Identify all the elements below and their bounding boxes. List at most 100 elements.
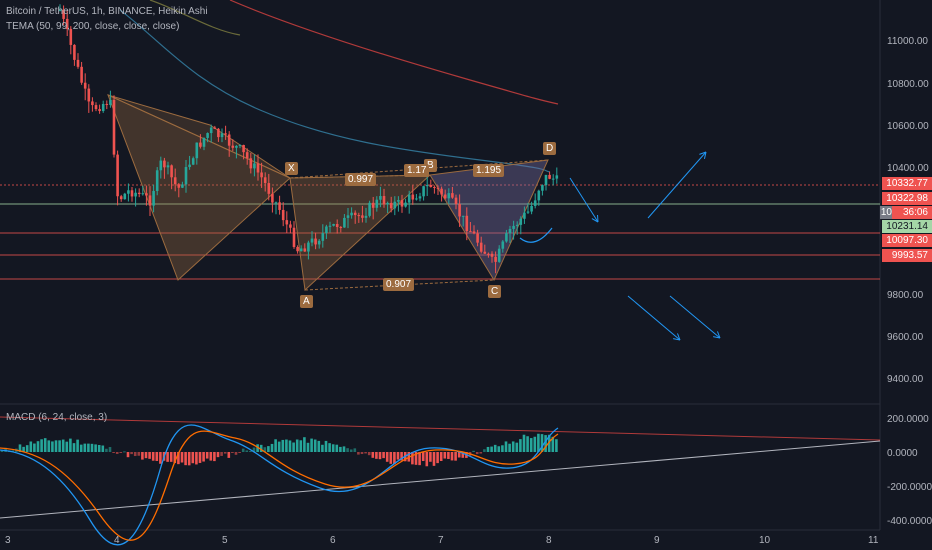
price-tick: 9600.00 xyxy=(887,332,924,343)
macd-histogram-bar xyxy=(385,452,389,462)
candle-body xyxy=(177,184,181,188)
pattern-point-c: C xyxy=(488,285,502,298)
macd-histogram-bar xyxy=(450,452,454,461)
macd-histogram-bar xyxy=(292,442,295,452)
candle-body xyxy=(328,225,332,227)
candle-body xyxy=(271,193,274,203)
candle-body xyxy=(332,224,335,226)
macd-histogram-bar xyxy=(317,440,321,452)
macd-histogram-bar xyxy=(169,452,173,462)
candle-body xyxy=(116,154,119,197)
macd-histogram-bar xyxy=(119,452,123,454)
macd-histogram-bar xyxy=(411,452,414,465)
candle-body xyxy=(224,133,227,135)
candle-body xyxy=(91,101,94,106)
macd-histogram-bar xyxy=(439,452,443,461)
candle-body xyxy=(422,186,425,197)
macd-histogram-bar xyxy=(421,452,425,461)
tema-99-line xyxy=(119,9,551,173)
macd-histogram-bar xyxy=(252,447,256,452)
candle-body xyxy=(166,165,170,168)
candle-body xyxy=(382,196,386,205)
macd-histogram-bar xyxy=(537,433,540,452)
candle-body xyxy=(170,165,173,178)
tema-indicator-label: TEMA (50, 99, 200, close, close, close) xyxy=(6,21,180,32)
macd-histogram-bar xyxy=(486,446,490,452)
candle-body xyxy=(159,160,163,171)
candle-body xyxy=(173,177,177,185)
candle-body xyxy=(137,192,141,195)
macd-histogram-bar xyxy=(191,452,195,464)
pattern-point-d: D xyxy=(543,142,557,155)
candle-body xyxy=(148,195,152,206)
ratio-bc: 1.195 xyxy=(473,164,505,177)
macd-histogram-bar xyxy=(126,452,130,458)
candle-body xyxy=(199,142,202,147)
candle-body xyxy=(530,205,533,212)
macd-histogram-bar xyxy=(331,444,335,452)
macd-histogram-bar xyxy=(544,435,547,452)
candle-body xyxy=(112,99,116,155)
macd-histogram-bar xyxy=(511,441,515,452)
candle-body xyxy=(519,218,523,225)
candle-body xyxy=(490,253,494,257)
candle-body xyxy=(227,134,231,146)
candle-body xyxy=(415,198,418,200)
macd-histogram-bar xyxy=(90,443,94,452)
macd-histogram-bar xyxy=(159,452,162,464)
macd-histogram-bar xyxy=(277,441,281,452)
macd-histogram-bar xyxy=(360,452,364,455)
price-tick: 10600.00 xyxy=(887,121,929,132)
macd-histogram-bar xyxy=(130,452,133,455)
candle-body xyxy=(479,242,483,252)
macd-histogram-bar xyxy=(148,452,151,459)
candle-body xyxy=(145,193,148,196)
curve-arrow xyxy=(519,227,553,243)
candle-body xyxy=(141,193,145,195)
macd-histogram-bar xyxy=(72,443,76,452)
candle-body xyxy=(101,103,105,112)
macd-histogram-bar xyxy=(65,441,69,452)
candle-body xyxy=(253,163,256,169)
macd-histogram-bar xyxy=(47,440,51,452)
macd-histogram-bar xyxy=(310,438,313,452)
candle-body xyxy=(274,202,278,204)
macd-histogram-bar xyxy=(393,452,396,465)
candle-body xyxy=(58,9,62,11)
macd-histogram-bar xyxy=(551,436,555,452)
candle-body xyxy=(397,200,400,202)
candle-body xyxy=(469,231,472,233)
candle-body xyxy=(321,233,325,241)
macd-histogram-bar xyxy=(97,444,101,452)
macd-histogram-bar xyxy=(414,452,418,465)
time-tick: 11 xyxy=(868,535,879,546)
macd-histogram-bar xyxy=(234,452,238,455)
candle-body xyxy=(487,253,490,255)
candle-body xyxy=(544,174,548,186)
candle-body xyxy=(454,197,458,205)
macd-histogram-bar xyxy=(36,441,40,452)
macd-histogram-bar xyxy=(184,452,187,466)
candle-body xyxy=(80,66,83,83)
price-tag-current: 10332.77 xyxy=(882,177,932,190)
candle-body xyxy=(353,212,357,216)
macd-histogram-bar xyxy=(231,452,234,453)
macd-histogram-bar xyxy=(108,447,112,452)
macd-histogram-bar xyxy=(256,444,259,452)
macd-histogram-bar xyxy=(353,448,357,452)
macd-histogram-bar xyxy=(436,452,439,464)
arrow-head xyxy=(591,214,599,223)
candle-body xyxy=(451,193,454,198)
macd-histogram-bar xyxy=(87,443,90,452)
macd-histogram-bar xyxy=(328,443,331,452)
macd-histogram-bar xyxy=(22,446,25,452)
macd-histogram-bar xyxy=(443,452,447,459)
macd-histogram-bar xyxy=(25,445,29,452)
macd-histogram-bar xyxy=(141,452,144,460)
macd-histogram-bar xyxy=(11,450,15,452)
tema-50-line xyxy=(149,0,241,36)
macd-histogram-bar xyxy=(223,452,227,454)
macd-histogram-bar xyxy=(306,442,310,452)
candle-body xyxy=(188,164,191,168)
